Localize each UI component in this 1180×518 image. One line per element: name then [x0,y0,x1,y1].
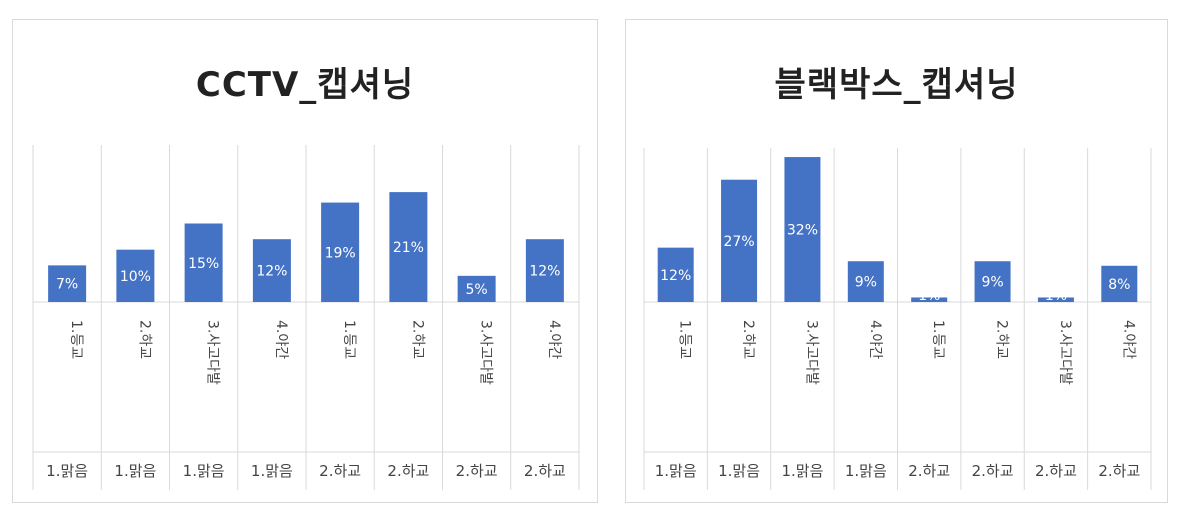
group-label: 1.맑음 [46,462,88,480]
category-label: 3.사고다발 [205,320,221,385]
group-label: 1.맑음 [114,462,156,480]
data-label: 10% [120,269,151,285]
group-label: 1.맑음 [251,462,293,480]
bar [657,247,694,302]
data-label: 19% [325,245,356,261]
bar [911,297,948,302]
bar [847,261,884,302]
chart-title: CCTV_캡셔닝 [195,65,415,105]
category-label: 3.사고다발 [478,320,494,385]
data-label: 7% [56,277,78,293]
bar [252,239,291,302]
data-label: 27% [724,234,755,250]
bar [48,265,87,302]
group-label: 2.하교 [456,462,498,480]
data-label: 1% [918,288,940,304]
group-label: 1.맑음 [655,462,697,480]
category-label: 3.사고다발 [1057,320,1073,385]
category-label: 4.야간 [273,320,289,359]
category-label: 2.하교 [740,320,756,359]
bar [1037,297,1074,302]
category-label: 1.등교 [68,320,84,359]
blackbox-bar-chart: 12% 1.등교 1.맑음 27% 2.하교 1.맑음 32% 3.사고다발 1.맑음 9% 4.야… [643,148,1152,490]
data-label: 32% [787,223,818,239]
bar [116,249,155,302]
bar [1101,265,1138,302]
data-label: 9% [981,275,1003,291]
group-label: 2.하교 [1035,462,1077,480]
group-label: 2.하교 [387,462,429,480]
cctv-chart-panel: CCTV_캡셔닝 7% 1.등교 1.맑음 10% 2.하교 1.맑음 15% 3.사고다발 1… [12,19,598,503]
group-label: 1.맑음 [718,462,760,480]
category-label: 4.야간 [546,320,562,359]
bar [974,261,1011,302]
data-label: 12% [660,268,691,284]
data-label: 21% [393,240,424,256]
data-label: 1% [1045,288,1067,304]
bar [321,202,360,302]
data-label: 8% [1108,277,1130,293]
category-label: 1.등교 [341,320,357,359]
category-label: 4.야간 [867,320,883,359]
category-label: 1.등교 [930,320,946,359]
group-label: 2.하교 [319,462,361,480]
group-label: 1.맑음 [183,462,225,480]
chart-title: 블랙박스_캡셔닝 [774,65,1019,105]
data-label: 15% [188,256,219,272]
data-label: 9% [855,275,877,291]
group-label: 2.하교 [908,462,950,480]
category-label: 4.야간 [1120,320,1136,359]
bar [389,192,428,302]
category-label: 2.하교 [136,320,152,359]
bar [184,223,223,302]
data-label: 12% [256,264,287,280]
blackbox-chart-panel: 블랙박스_캡셔닝 12% 1.등교 1.맑음 27% 2.하교 1.맑음 32% 3.사고다발… [625,19,1168,503]
group-label: 2.하교 [972,462,1014,480]
group-label: 2.하교 [524,462,566,480]
group-label: 2.하교 [1098,462,1140,480]
cctv-bar-chart: 7% 1.등교 1.맑음 10% 2.하교 1.맑음 15% 3.사고다발 1.맑음 12% 4.야… [32,145,580,490]
category-label: 2.하교 [409,320,425,359]
category-label: 3.사고다발 [803,320,819,385]
category-label: 2.하교 [994,320,1010,359]
data-label: 5% [466,282,488,298]
bar [784,157,821,302]
data-label: 12% [529,264,560,280]
group-label: 1.맑음 [781,462,823,480]
bar [457,275,496,302]
bar [721,179,758,302]
category-label: 1.등교 [677,320,693,359]
group-label: 1.맑음 [845,462,887,480]
bar [525,239,564,302]
